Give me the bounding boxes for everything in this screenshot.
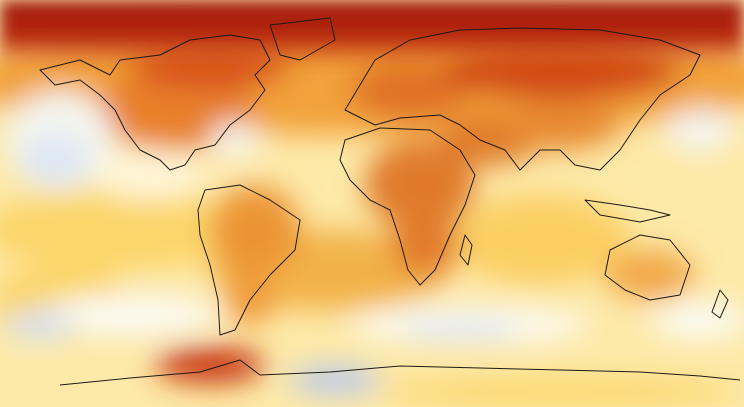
anomaly-blob-north-atlantic-cool bbox=[210, 122, 260, 158]
anomaly-blob-australia bbox=[605, 250, 695, 300]
anomaly-blob-africa bbox=[365, 140, 475, 230]
anomaly-blob-antarctic-peninsula bbox=[155, 347, 265, 383]
anomaly-blob-west-pacific-white bbox=[665, 108, 735, 152]
anomaly-blob-south-america bbox=[210, 185, 300, 275]
coastline-australia bbox=[604, 234, 691, 301]
coastline-greenland bbox=[269, 17, 336, 61]
anomaly-blob-southern-africa bbox=[390, 215, 460, 275]
coastline-antarctica bbox=[59, 359, 741, 386]
anomaly-blob-antarctica-yellow bbox=[380, 378, 740, 406]
coastline-madagascar bbox=[459, 234, 473, 266]
coastline-indonesia bbox=[584, 199, 671, 223]
coastline-europe-asia bbox=[344, 27, 701, 171]
coastline-south-america bbox=[197, 184, 301, 336]
coastlines bbox=[39, 17, 741, 386]
anomaly-blob-tasman-white bbox=[650, 302, 744, 338]
anomaly-blob-asia bbox=[500, 100, 620, 150]
coastline-new-zealand bbox=[711, 289, 729, 319]
anomaly-blob-indian-ocean bbox=[450, 195, 630, 285]
coastline-north-america bbox=[39, 34, 271, 171]
anomaly-blob-antarctic-blue bbox=[290, 366, 380, 394]
anomaly-blob-pacific-blue bbox=[20, 135, 90, 185]
anomaly-blob-europe bbox=[350, 60, 470, 120]
anomaly-blob-tropical-pacific bbox=[0, 190, 260, 270]
coastline-africa bbox=[339, 127, 476, 286]
anomaly-blob-southern-ocean-blue bbox=[400, 320, 520, 340]
anomaly-blob-south-pacific-white bbox=[40, 295, 220, 335]
anomaly-blob-tropical-pacific-white bbox=[95, 150, 205, 200]
anomaly-blob-south-pacific-blue bbox=[5, 310, 75, 340]
arctic-warm-band bbox=[0, 0, 744, 70]
